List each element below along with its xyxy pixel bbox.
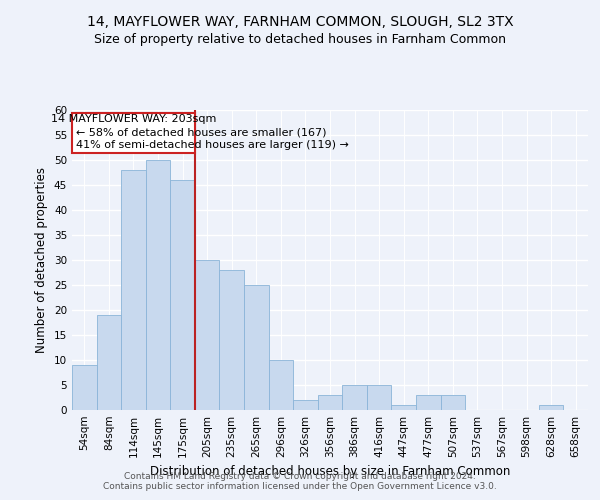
Text: 41% of semi-detached houses are larger (119) →: 41% of semi-detached houses are larger (… — [76, 140, 349, 150]
Text: 14 MAYFLOWER WAY: 203sqm: 14 MAYFLOWER WAY: 203sqm — [51, 114, 216, 124]
Bar — [269, 360, 293, 410]
Bar — [367, 385, 391, 410]
Bar — [220, 270, 244, 410]
Bar — [539, 405, 563, 410]
Bar — [170, 180, 195, 410]
Bar — [391, 405, 416, 410]
Bar — [318, 395, 342, 410]
Y-axis label: Number of detached properties: Number of detached properties — [35, 167, 49, 353]
Bar — [121, 170, 146, 410]
FancyBboxPatch shape — [72, 112, 195, 152]
Bar — [146, 160, 170, 410]
Bar — [293, 400, 318, 410]
Bar — [97, 315, 121, 410]
Bar — [342, 385, 367, 410]
Text: Contains public sector information licensed under the Open Government Licence v3: Contains public sector information licen… — [103, 482, 497, 491]
Text: ← 58% of detached houses are smaller (167): ← 58% of detached houses are smaller (16… — [76, 128, 326, 138]
Bar — [416, 395, 440, 410]
Text: 14, MAYFLOWER WAY, FARNHAM COMMON, SLOUGH, SL2 3TX: 14, MAYFLOWER WAY, FARNHAM COMMON, SLOUG… — [86, 15, 514, 29]
Text: Contains HM Land Registry data © Crown copyright and database right 2024.: Contains HM Land Registry data © Crown c… — [124, 472, 476, 481]
X-axis label: Distribution of detached houses by size in Farnham Common: Distribution of detached houses by size … — [150, 466, 510, 478]
Text: Size of property relative to detached houses in Farnham Common: Size of property relative to detached ho… — [94, 32, 506, 46]
Bar — [244, 285, 269, 410]
Bar — [195, 260, 220, 410]
Bar — [440, 395, 465, 410]
Bar — [72, 365, 97, 410]
